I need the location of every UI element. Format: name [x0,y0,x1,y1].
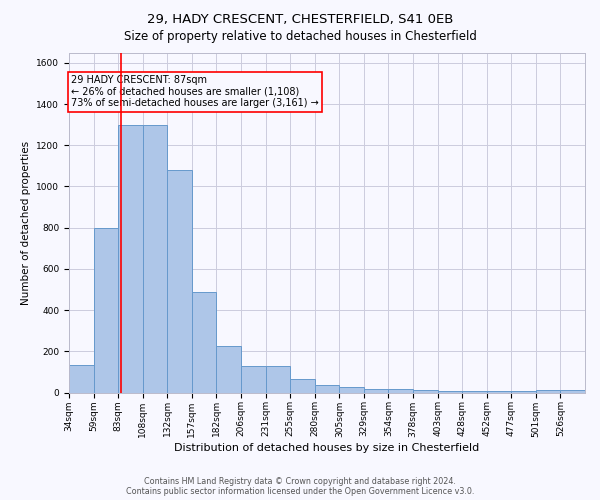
Bar [143,124,167,392]
Y-axis label: Number of detached properties: Number of detached properties [21,140,31,304]
Text: Contains HM Land Registry data © Crown copyright and database right 2024.
Contai: Contains HM Land Registry data © Crown c… [126,476,474,496]
Bar [266,366,290,392]
Bar [536,390,560,392]
Bar [69,364,94,392]
Text: 29, HADY CRESCENT, CHESTERFIELD, S41 0EB: 29, HADY CRESCENT, CHESTERFIELD, S41 0EB [147,12,453,26]
Bar [241,366,266,392]
Bar [364,389,388,392]
Bar [217,346,241,393]
Bar [413,390,437,392]
Bar [192,292,217,392]
Text: Size of property relative to detached houses in Chesterfield: Size of property relative to detached ho… [124,30,476,43]
Bar [118,124,143,392]
Text: 29 HADY CRESCENT: 87sqm
← 26% of detached houses are smaller (1,108)
73% of semi: 29 HADY CRESCENT: 87sqm ← 26% of detache… [71,75,319,108]
Bar [388,389,413,392]
X-axis label: Distribution of detached houses by size in Chesterfield: Distribution of detached houses by size … [175,444,479,454]
Bar [315,385,339,392]
Bar [339,388,364,392]
Bar [560,390,585,392]
Bar [290,379,315,392]
Bar [167,170,192,392]
Bar [94,228,118,392]
